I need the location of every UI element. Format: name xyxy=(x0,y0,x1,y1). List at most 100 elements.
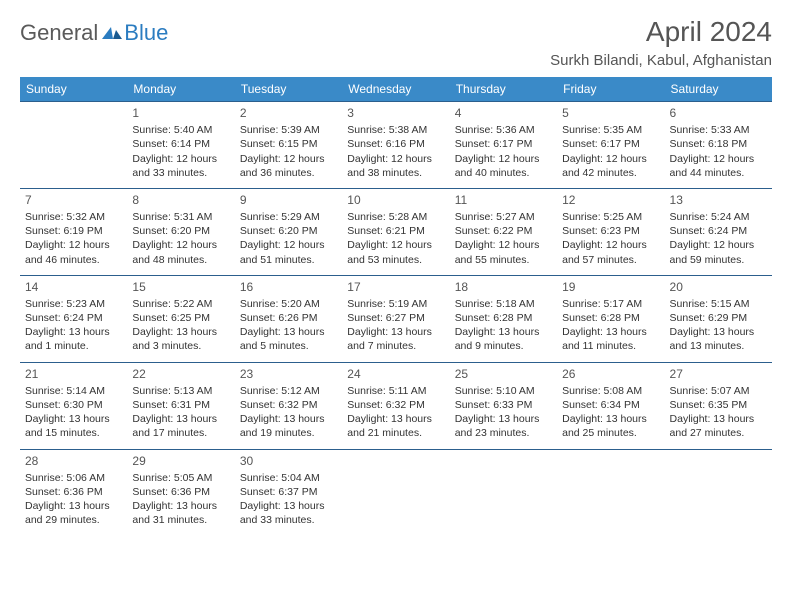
day-number: 26 xyxy=(562,366,659,382)
day-number: 6 xyxy=(670,105,767,121)
weekday-header: Monday xyxy=(127,77,234,102)
calendar-cell: 25 Sunrise: 5:10 AMSunset: 6:33 PMDayligh… xyxy=(450,362,557,449)
day-number: 9 xyxy=(240,192,337,208)
calendar-cell: 6 Sunrise: 5:33 AMSunset: 6:18 PMDaylight… xyxy=(665,102,772,189)
calendar-cell: 14 Sunrise: 5:23 AMSunset: 6:24 PMDayligh… xyxy=(20,275,127,362)
day-info: Sunrise: 5:38 AMSunset: 6:16 PMDaylight:… xyxy=(347,123,444,180)
calendar-cell: 4 Sunrise: 5:36 AMSunset: 6:17 PMDaylight… xyxy=(450,102,557,189)
day-number: 7 xyxy=(25,192,122,208)
day-number: 14 xyxy=(25,279,122,295)
calendar-cell xyxy=(342,449,449,535)
calendar-cell: 20 Sunrise: 5:15 AMSunset: 6:29 PMDayligh… xyxy=(665,275,772,362)
day-number: 30 xyxy=(240,453,337,469)
calendar-cell: 5 Sunrise: 5:35 AMSunset: 6:17 PMDaylight… xyxy=(557,102,664,189)
day-number: 23 xyxy=(240,366,337,382)
calendar-cell: 23Sunrise: 5:12 AMSunset: 6:32 PMDayligh… xyxy=(235,362,342,449)
day-number: 27 xyxy=(670,366,767,382)
weekday-header-row: SundayMondayTuesdayWednesdayThursdayFrid… xyxy=(20,77,772,102)
day-info: Sunrise: 5:13 AMSunset: 6:31 PMDaylight:… xyxy=(132,384,229,441)
day-number: 18 xyxy=(455,279,552,295)
triangle-icon xyxy=(102,25,122,41)
calendar-cell: 13 Sunrise: 5:24 AMSunset: 6:24 PMDayligh… xyxy=(665,188,772,275)
month-title: April 2024 xyxy=(550,16,772,48)
day-info: Sunrise: 5:22 AMSunset: 6:25 PMDaylight:… xyxy=(132,297,229,354)
logo-text-blue: Blue xyxy=(124,20,168,46)
day-number: 4 xyxy=(455,105,552,121)
calendar-cell: 29Sunrise: 5:05 AMSunset: 6:36 PMDayligh… xyxy=(127,449,234,535)
weekday-header: Tuesday xyxy=(235,77,342,102)
calendar-cell: 15 Sunrise: 5:22 AMSunset: 6:25 PMDayligh… xyxy=(127,275,234,362)
calendar-cell xyxy=(20,102,127,189)
day-info: Sunrise: 5:25 AMSunset: 6:23 PMDaylight:… xyxy=(562,210,659,267)
calendar-week-row: 21Sunrise: 5:14 AMSunset: 6:30 PMDayligh… xyxy=(20,362,772,449)
day-info: Sunrise: 5:27 AMSunset: 6:22 PMDaylight:… xyxy=(455,210,552,267)
day-number: 2 xyxy=(240,105,337,121)
day-number: 13 xyxy=(670,192,767,208)
day-number: 3 xyxy=(347,105,444,121)
header: General Blue April 2024 Surkh Bilandi, K… xyxy=(20,16,772,69)
calendar-cell: 27 Sunrise: 5:07 AMSunset: 6:35 PMDayligh… xyxy=(665,362,772,449)
calendar-cell: 8Sunrise: 5:31 AMSunset: 6:20 PMDaylight… xyxy=(127,188,234,275)
day-info: Sunrise: 5:05 AMSunset: 6:36 PMDaylight:… xyxy=(132,471,229,528)
day-number: 24 xyxy=(347,366,444,382)
weekday-header: Thursday xyxy=(450,77,557,102)
day-number: 12 xyxy=(562,192,659,208)
calendar-cell: 1Sunrise: 5:40 AMSunset: 6:14 PMDaylight… xyxy=(127,102,234,189)
day-info: Sunrise: 5:40 AMSunset: 6:14 PMDaylight:… xyxy=(132,123,229,180)
calendar-week-row: 14 Sunrise: 5:23 AMSunset: 6:24 PMDayligh… xyxy=(20,275,772,362)
calendar-table: SundayMondayTuesdayWednesdayThursdayFrid… xyxy=(20,77,772,535)
day-info: Sunrise: 5:33 AMSunset: 6:18 PMDaylight:… xyxy=(670,123,767,180)
calendar-week-row: 1Sunrise: 5:40 AMSunset: 6:14 PMDaylight… xyxy=(20,102,772,189)
calendar-cell: 9 Sunrise: 5:29 AMSunset: 6:20 PMDaylight… xyxy=(235,188,342,275)
day-info: Sunrise: 5:15 AMSunset: 6:29 PMDaylight:… xyxy=(670,297,767,354)
calendar-cell: 30 Sunrise: 5:04 AMSunset: 6:37 PMDayligh… xyxy=(235,449,342,535)
logo: General Blue xyxy=(20,20,168,46)
day-number: 21 xyxy=(25,366,122,382)
calendar-cell: 2 Sunrise: 5:39 AMSunset: 6:15 PMDaylight… xyxy=(235,102,342,189)
calendar-cell: 18 Sunrise: 5:18 AMSunset: 6:28 PMDayligh… xyxy=(450,275,557,362)
calendar-cell: 16 Sunrise: 5:20 AMSunset: 6:26 PMDayligh… xyxy=(235,275,342,362)
calendar-cell: 3 Sunrise: 5:38 AMSunset: 6:16 PMDaylight… xyxy=(342,102,449,189)
calendar-cell: 21Sunrise: 5:14 AMSunset: 6:30 PMDayligh… xyxy=(20,362,127,449)
calendar-cell: 7 Sunrise: 5:32 AMSunset: 6:19 PMDaylight… xyxy=(20,188,127,275)
calendar-cell: 17Sunrise: 5:19 AMSunset: 6:27 PMDayligh… xyxy=(342,275,449,362)
day-info: Sunrise: 5:36 AMSunset: 6:17 PMDaylight:… xyxy=(455,123,552,180)
day-info: Sunrise: 5:17 AMSunset: 6:28 PMDaylight:… xyxy=(562,297,659,354)
calendar-cell xyxy=(450,449,557,535)
day-number: 20 xyxy=(670,279,767,295)
weekday-header: Sunday xyxy=(20,77,127,102)
day-info: Sunrise: 5:18 AMSunset: 6:28 PMDaylight:… xyxy=(455,297,552,354)
calendar-cell: 22 Sunrise: 5:13 AMSunset: 6:31 PMDayligh… xyxy=(127,362,234,449)
day-info: Sunrise: 5:31 AMSunset: 6:20 PMDaylight:… xyxy=(132,210,229,267)
day-info: Sunrise: 5:07 AMSunset: 6:35 PMDaylight:… xyxy=(670,384,767,441)
day-number: 19 xyxy=(562,279,659,295)
day-number: 22 xyxy=(132,366,229,382)
calendar-cell xyxy=(557,449,664,535)
day-number: 16 xyxy=(240,279,337,295)
day-number: 5 xyxy=(562,105,659,121)
calendar-cell: 10 Sunrise: 5:28 AMSunset: 6:21 PMDayligh… xyxy=(342,188,449,275)
day-info: Sunrise: 5:20 AMSunset: 6:26 PMDaylight:… xyxy=(240,297,337,354)
calendar-cell: 19 Sunrise: 5:17 AMSunset: 6:28 PMDayligh… xyxy=(557,275,664,362)
day-info: Sunrise: 5:24 AMSunset: 6:24 PMDaylight:… xyxy=(670,210,767,267)
day-number: 10 xyxy=(347,192,444,208)
calendar-cell: 12 Sunrise: 5:25 AMSunset: 6:23 PMDayligh… xyxy=(557,188,664,275)
day-info: Sunrise: 5:32 AMSunset: 6:19 PMDaylight:… xyxy=(25,210,122,267)
calendar-cell: 24Sunrise: 5:11 AMSunset: 6:32 PMDayligh… xyxy=(342,362,449,449)
weekday-header: Friday xyxy=(557,77,664,102)
day-info: Sunrise: 5:10 AMSunset: 6:33 PMDaylight:… xyxy=(455,384,552,441)
day-number: 15 xyxy=(132,279,229,295)
day-number: 25 xyxy=(455,366,552,382)
day-info: Sunrise: 5:19 AMSunset: 6:27 PMDaylight:… xyxy=(347,297,444,354)
day-info: Sunrise: 5:04 AMSunset: 6:37 PMDaylight:… xyxy=(240,471,337,528)
day-info: Sunrise: 5:23 AMSunset: 6:24 PMDaylight:… xyxy=(25,297,122,354)
weekday-header: Saturday xyxy=(665,77,772,102)
title-block: April 2024 Surkh Bilandi, Kabul, Afghani… xyxy=(550,16,772,69)
day-info: Sunrise: 5:28 AMSunset: 6:21 PMDaylight:… xyxy=(347,210,444,267)
calendar-cell: 11Sunrise: 5:27 AMSunset: 6:22 PMDayligh… xyxy=(450,188,557,275)
day-info: Sunrise: 5:39 AMSunset: 6:15 PMDaylight:… xyxy=(240,123,337,180)
calendar-cell xyxy=(665,449,772,535)
day-info: Sunrise: 5:29 AMSunset: 6:20 PMDaylight:… xyxy=(240,210,337,267)
day-info: Sunrise: 5:35 AMSunset: 6:17 PMDaylight:… xyxy=(562,123,659,180)
calendar-body: 1Sunrise: 5:40 AMSunset: 6:14 PMDaylight… xyxy=(20,102,772,536)
